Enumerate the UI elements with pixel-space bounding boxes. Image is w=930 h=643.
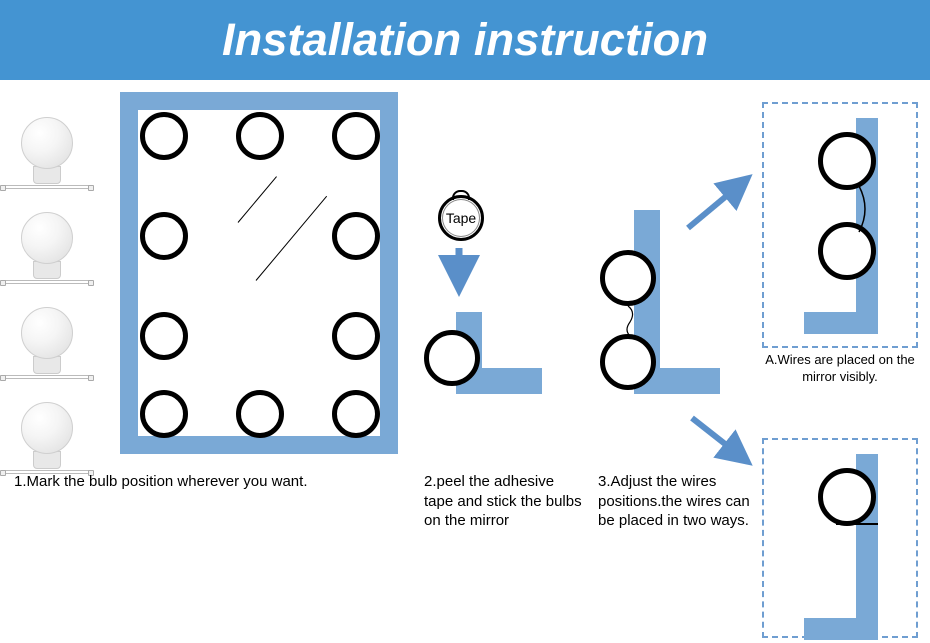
stacked-bulb-icon [8, 285, 86, 380]
step2-bulb-icon [424, 330, 480, 386]
option-a-bulb-top-icon [818, 132, 876, 190]
option-a-caption: A.Wires are placed on the mirror visibly… [752, 352, 928, 386]
mirror-bulb-marker [236, 112, 284, 160]
page-title: Installation instruction [222, 14, 708, 65]
mirror-bulb-marker [140, 312, 188, 360]
page-header: Installation instruction [0, 0, 930, 80]
mirror-bulb-marker [332, 112, 380, 160]
mirror-glare-line [238, 176, 277, 223]
diagram-area: Tape 1.Mark the bulb position wherever y… [0, 80, 930, 640]
option-a-bulb-bottom-icon [818, 222, 876, 280]
step1-caption: 1.Mark the bulb position wherever you wa… [14, 472, 414, 492]
step1-mirror-frame [120, 92, 398, 454]
mirror-bulb-marker [140, 112, 188, 160]
mirror-bulb-marker [332, 390, 380, 438]
step3-caption: 3.Adjust the wires positions.the wires c… [598, 472, 752, 531]
option-b-bulb-top-icon [818, 468, 876, 526]
mirror-glare-line [256, 196, 327, 281]
step3-bulb-bottom-icon [600, 334, 656, 390]
stacked-bulb-icon [8, 95, 86, 190]
mirror-bulb-marker [236, 390, 284, 438]
mirror-bulb-marker [332, 212, 380, 260]
bulb-stack [8, 95, 86, 475]
stacked-bulb-icon [8, 190, 86, 285]
mirror-bulb-marker [140, 390, 188, 438]
mirror-bulb-marker [332, 312, 380, 360]
stacked-bulb-icon [8, 380, 86, 475]
mirror-bulb-marker [140, 212, 188, 260]
step2-caption: 2.peel the adhesive tape and stick the b… [424, 472, 584, 531]
step3-bulb-top-icon [600, 250, 656, 306]
tape-label: Tape [446, 210, 476, 226]
tape-roll-icon: Tape [438, 195, 484, 241]
